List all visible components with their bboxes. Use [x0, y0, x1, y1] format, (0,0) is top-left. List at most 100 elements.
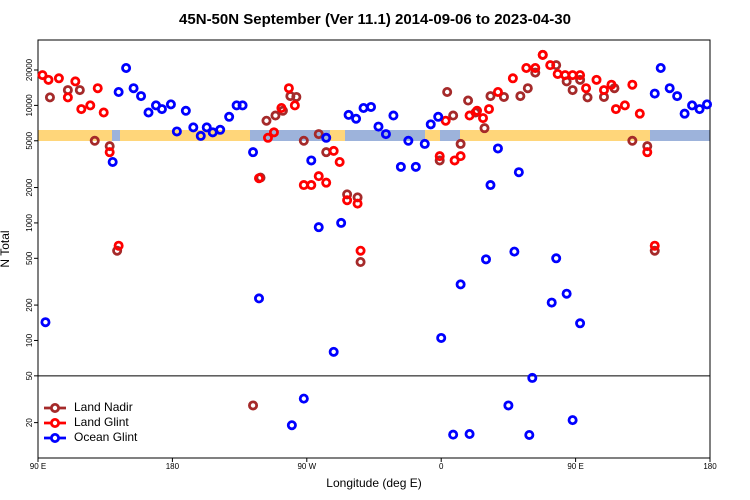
point	[85, 100, 96, 111]
point	[336, 217, 347, 228]
point	[503, 400, 514, 411]
point	[262, 132, 273, 143]
point	[289, 100, 300, 111]
point	[188, 122, 199, 133]
point	[606, 79, 617, 90]
point	[575, 318, 586, 329]
plot-frame	[37, 39, 711, 459]
point	[89, 135, 100, 146]
point	[464, 110, 475, 121]
point	[509, 246, 520, 257]
point	[478, 113, 489, 124]
x-tick-label: 90 E	[567, 462, 583, 471]
point	[464, 429, 475, 440]
point	[522, 83, 533, 94]
point	[455, 151, 466, 162]
point	[248, 400, 259, 411]
point	[107, 156, 118, 167]
point	[480, 254, 491, 265]
point	[40, 317, 51, 328]
point	[627, 135, 638, 146]
point	[237, 100, 248, 111]
point	[180, 105, 191, 116]
point	[634, 108, 645, 119]
point	[113, 240, 124, 251]
point	[551, 253, 562, 264]
point	[403, 135, 414, 146]
point	[537, 49, 548, 60]
point	[575, 70, 586, 81]
point	[62, 92, 73, 103]
y-tick-label: 2000	[25, 178, 34, 196]
point	[472, 105, 483, 116]
point	[44, 92, 55, 103]
point	[463, 95, 474, 106]
point	[513, 167, 524, 178]
x-axis-label: Longitude (deg E)	[326, 476, 421, 490]
y-tick-label: 100	[25, 333, 34, 347]
point	[313, 129, 324, 140]
point	[448, 110, 459, 121]
point	[283, 83, 294, 94]
legend-label: Ocean Glint	[74, 430, 138, 444]
point	[343, 109, 354, 120]
point	[410, 161, 421, 172]
point	[380, 129, 391, 140]
point	[434, 155, 445, 166]
point	[92, 83, 103, 94]
point	[679, 108, 690, 119]
point	[306, 155, 317, 166]
glint-band	[38, 130, 710, 141]
point	[291, 91, 302, 102]
point	[581, 83, 592, 94]
point	[485, 180, 496, 191]
point	[567, 85, 578, 96]
point	[433, 111, 444, 122]
point	[224, 111, 235, 122]
x-tick-label: 180	[166, 462, 180, 471]
point	[442, 86, 453, 97]
point	[521, 63, 532, 74]
point	[76, 104, 87, 115]
point	[313, 171, 324, 182]
y-tick-label: 200	[25, 298, 34, 312]
point	[492, 86, 503, 97]
point	[419, 138, 430, 149]
point	[37, 70, 48, 81]
point	[598, 85, 609, 96]
point	[515, 91, 526, 102]
point	[121, 63, 132, 74]
y-tick-label: 50	[25, 371, 34, 380]
point	[298, 393, 309, 404]
x-tick-label: 0	[439, 462, 444, 471]
point	[261, 115, 272, 126]
legend-marker	[50, 402, 61, 413]
point	[610, 104, 621, 115]
point	[672, 91, 683, 102]
point	[492, 143, 503, 154]
point	[74, 85, 85, 96]
point	[355, 245, 366, 256]
point	[448, 429, 459, 440]
point	[328, 346, 339, 357]
point	[530, 67, 541, 78]
point	[195, 130, 206, 141]
point	[268, 127, 279, 138]
point	[483, 104, 494, 115]
y-tick-label: 1000	[25, 213, 34, 231]
point	[627, 79, 638, 90]
point	[440, 115, 451, 126]
point	[455, 138, 466, 149]
point	[248, 147, 259, 158]
point	[215, 124, 226, 135]
point	[306, 180, 317, 191]
point	[352, 198, 363, 209]
legend-label: Land Glint	[74, 415, 129, 429]
point	[351, 113, 362, 124]
point	[358, 103, 369, 114]
point	[321, 132, 332, 143]
point	[373, 121, 384, 132]
y-tick-label: 10000	[25, 94, 34, 117]
point	[201, 122, 212, 133]
point	[53, 73, 64, 84]
